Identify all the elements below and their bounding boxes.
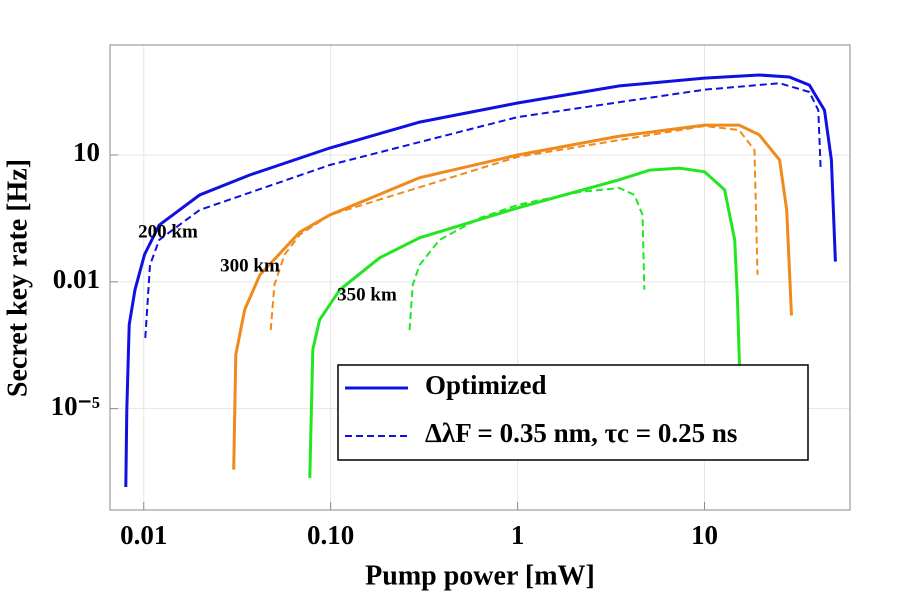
x-tick-label: 0.10: [307, 520, 354, 550]
x-tick-label: 1: [511, 520, 525, 550]
series-line: [124, 73, 837, 488]
x-axis-label: Pump power [mW]: [365, 560, 595, 591]
legend: Optimized ΔλF = 0.35 nm, τc = 0.25 ns: [337, 364, 809, 461]
annotation: 300 km: [220, 255, 280, 276]
y-axis-label: Secret key rate [Hz]: [2, 159, 33, 397]
series-line: [308, 166, 742, 478]
plot-frame: [109, 44, 851, 511]
y-tick-label: 10⁻⁵: [51, 391, 100, 421]
legend-label: ΔλF = 0.35 nm, τc = 0.25 ns: [425, 418, 737, 448]
x-tick-label: 10: [691, 520, 718, 550]
labels: 0.01 0.10 1 10 10⁻⁵ 0.01 10 200 km 300 km 350 km: [51, 137, 718, 550]
series-line: [269, 124, 759, 331]
y-tick-label: 10: [73, 137, 100, 167]
annotation: 350 km: [337, 284, 397, 305]
series-line: [144, 82, 822, 338]
series-line: [232, 123, 793, 470]
legend-label: Optimized: [425, 370, 547, 400]
series-line: [408, 186, 646, 331]
x-tick-label: 0.01: [120, 520, 167, 550]
annotation: 200 km: [138, 221, 198, 242]
y-tick-label: 0.01: [53, 264, 100, 294]
legend-box: [337, 364, 809, 461]
plot-lines: [124, 73, 837, 488]
